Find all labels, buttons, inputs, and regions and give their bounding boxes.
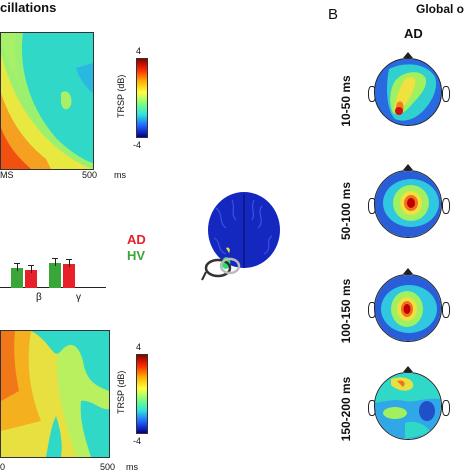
errbar-ad-1: [69, 259, 70, 268]
bar-chart-tick-gamma: γ: [76, 292, 81, 303]
brain-render: [196, 188, 288, 288]
topo-map-50-100: [374, 170, 442, 238]
topo-map-100-150: [374, 274, 442, 342]
panel-b-title: Global o: [416, 2, 464, 16]
colorbar-bottom: [136, 354, 148, 434]
panel-b-letter: B: [328, 6, 339, 23]
topo-4-ear-right: [442, 400, 450, 416]
heatmap-top: [0, 32, 94, 170]
bar-ad-0: [25, 270, 37, 288]
bar-chart-plot: [0, 228, 110, 288]
heatmap-bottom-x-start: 0: [0, 462, 6, 472]
errcap-ad-1: [66, 259, 72, 261]
bar-hv-0: [11, 268, 23, 288]
topo-map-150-200: [374, 372, 442, 440]
topo-1-ear-right: [442, 86, 450, 102]
row-label-100-150: 100-150 ms: [339, 278, 353, 344]
heatmap-top-x-start: MS: [0, 170, 14, 180]
colorbar-top-max: 4: [136, 46, 142, 56]
topo-2-nose: [403, 164, 413, 170]
panel-a-title: cillations: [0, 0, 57, 15]
topo-2-ear-right: [442, 198, 450, 214]
heatmap-top-x-end: 500: [82, 170, 98, 180]
errbar-hv-0: [17, 263, 18, 272]
heatmap-top-graphic: [1, 33, 93, 169]
legend-ad: AD: [127, 232, 146, 247]
bar-chart: [0, 228, 110, 288]
errcap-ad-0: [28, 265, 34, 266]
colorbar-top: [136, 58, 148, 138]
panel-b-group-label: AD: [404, 26, 423, 41]
errbar-ad-0: [31, 265, 32, 273]
heatmap-bottom-x-end: 500: [100, 462, 116, 472]
topo-map-10-50: [374, 58, 442, 126]
topo-1-nose: [403, 52, 413, 58]
topo-map-100-150-graphic: [375, 275, 441, 341]
heatmap-top-x-unit: ms: [114, 170, 126, 180]
row-label-150-200: 150-200 ms: [339, 376, 353, 442]
topo-3-ear-right: [442, 302, 450, 318]
colorbar-bottom-label: TRSP (dB): [116, 370, 126, 414]
topo-map-150-200-graphic: [375, 373, 441, 439]
heatmap-bottom: [0, 330, 110, 458]
row-label-10-50: 10-50 ms: [339, 75, 353, 127]
topo-3-nose: [403, 268, 413, 274]
topo-map-50-100-graphic: [375, 171, 441, 237]
topo-4-nose: [403, 366, 413, 372]
legend-hv: HV: [127, 248, 146, 263]
errbar-hv-1: [55, 257, 56, 266]
heatmap-bottom-graphic: [1, 331, 109, 457]
colorbar-bottom-min: -4: [133, 436, 142, 446]
errcap-hv-1: [52, 257, 58, 259]
bar-ad-1: [63, 264, 75, 288]
colorbar-top-min: -4: [133, 140, 142, 150]
bar-hv-1: [49, 262, 61, 288]
heatmap-bottom-x-unit: ms: [126, 462, 138, 472]
bar-chart-tick-beta: β: [36, 292, 42, 303]
row-label-50-100: 50-100 ms: [339, 181, 353, 241]
topo-map-10-50-graphic: [375, 59, 441, 125]
brain-graphic: [201, 192, 280, 281]
errcap-hv-0: [14, 263, 20, 265]
colorbar-bottom-max: 4: [136, 342, 142, 352]
colorbar-top-label: TRSP (dB): [116, 74, 126, 118]
